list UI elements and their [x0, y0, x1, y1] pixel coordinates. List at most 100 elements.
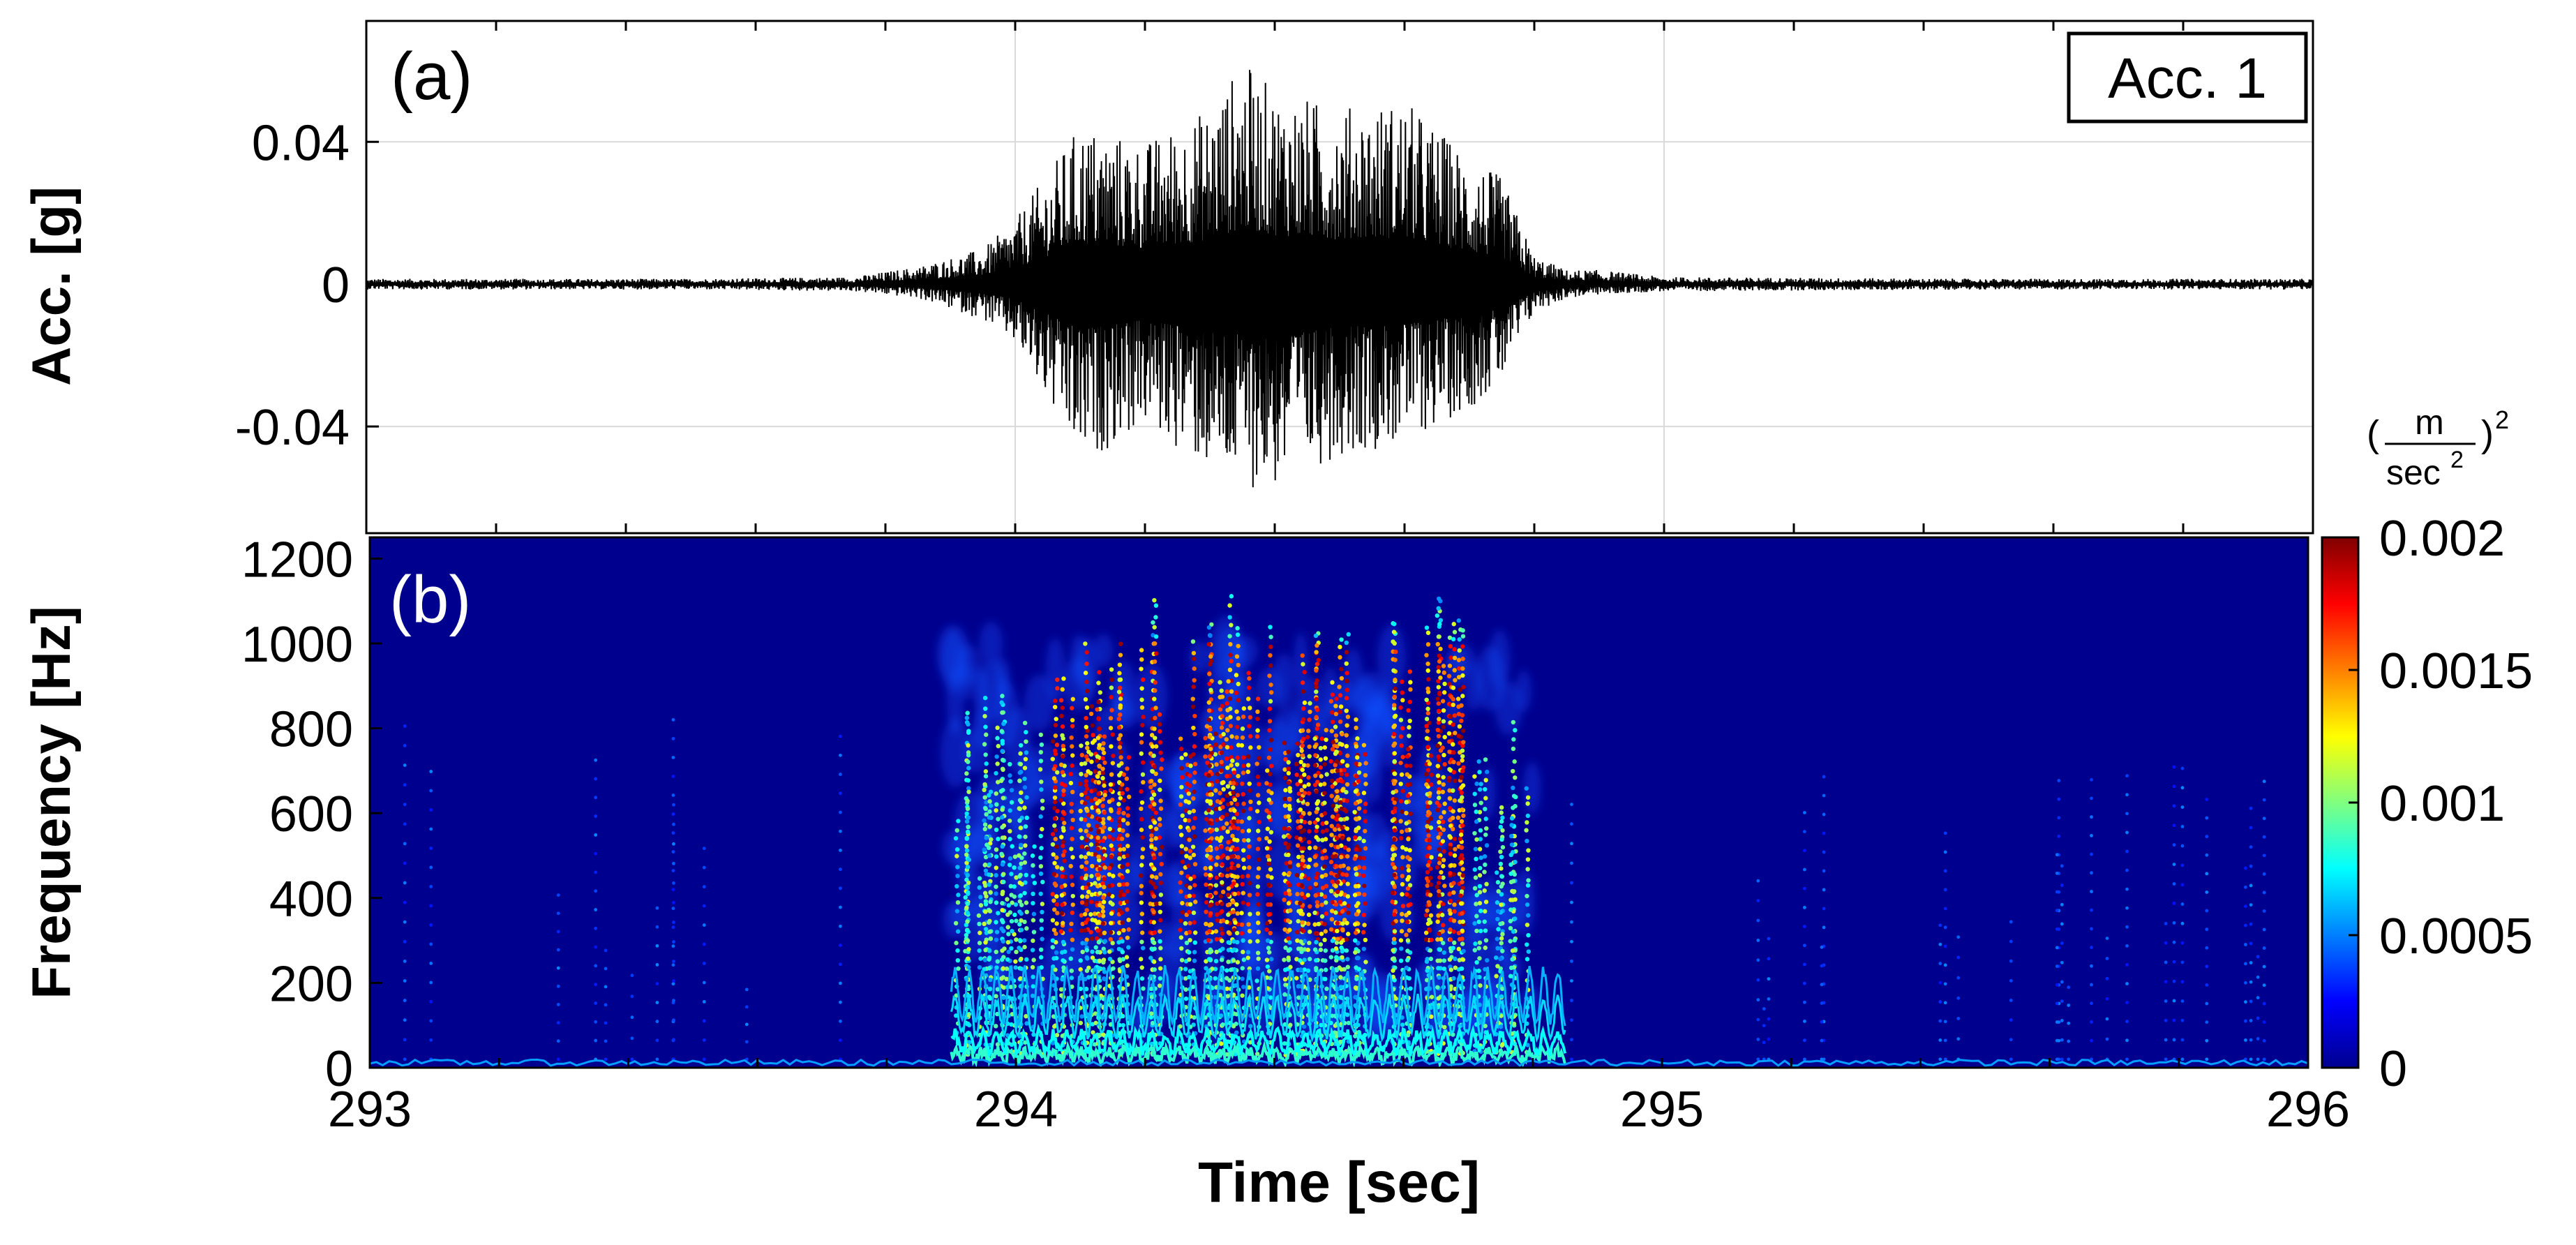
spectrogram-energy-point	[1014, 937, 1019, 942]
spectrogram-energy-point	[1118, 969, 1123, 974]
spectrogram-energy-point	[1441, 782, 1446, 787]
spectrogram-energy-point	[1215, 799, 1220, 804]
spectrogram-energy-point	[1116, 802, 1121, 807]
spectrogram-energy-point	[1040, 826, 1044, 832]
spectrogram-energy-point	[1399, 743, 1404, 748]
spectrogram-energy-point	[1000, 807, 1005, 812]
spectrogram-energy-point	[1248, 799, 1253, 805]
spectrogram-energy-point	[1214, 949, 1219, 955]
spectrogram-energy-point	[1399, 829, 1405, 834]
spectrogram-energy-point	[1398, 717, 1404, 722]
spectrogram-energy-point	[1213, 890, 1218, 895]
spectrogram-faint-point	[2205, 927, 2209, 932]
spectrogram-energy-point	[1324, 820, 1329, 826]
spectrogram-energy-point	[1178, 824, 1183, 830]
spectrogram-glow-blob	[1189, 641, 1211, 673]
spectrogram-energy-point	[1030, 853, 1035, 858]
spectrogram-energy-point	[955, 957, 961, 963]
spectrogram-energy-point	[1298, 824, 1303, 830]
spectrogram-energy-point	[1059, 835, 1064, 840]
spectrogram-faint-point	[1943, 869, 1947, 873]
spectrogram-energy-point	[1069, 921, 1074, 927]
spectrogram-faint-point	[403, 763, 407, 767]
spectrogram-energy-point	[1086, 975, 1091, 980]
spectrogram-energy-point	[1229, 755, 1234, 760]
spectrogram-energy-point	[1308, 709, 1312, 715]
spectrogram-energy-point	[1183, 752, 1188, 757]
spectrogram-energy-point	[1318, 765, 1323, 770]
spectrogram-energy-point	[1141, 986, 1146, 991]
spectrogram-energy-point	[1139, 751, 1144, 756]
spectrogram-energy-point	[1055, 911, 1060, 916]
spectrogram-energy-point	[1344, 789, 1349, 795]
spectrogram-faint-point	[2164, 980, 2168, 984]
spectrogram-energy-point	[1187, 893, 1192, 899]
spectrogram-energy-point	[1315, 824, 1319, 830]
spectrogram-energy-point	[1451, 826, 1455, 832]
spectrogram-faint-point	[2090, 1038, 2093, 1043]
spectrogram-energy-point	[1153, 885, 1158, 890]
spectrogram-energy-point	[1307, 717, 1312, 722]
spectrogram-energy-point	[1190, 696, 1195, 701]
spectrogram-energy-point	[1424, 724, 1429, 729]
spectrogram-energy-point	[1483, 807, 1488, 812]
spectrogram-energy-point	[1215, 912, 1220, 917]
spectrogram-energy-point	[1001, 872, 1006, 877]
spectrogram-energy-point	[1085, 728, 1090, 733]
spectrogram-energy-point	[1084, 705, 1090, 710]
spectrogram-energy-point	[1054, 743, 1060, 747]
spectrogram-energy-point	[1052, 860, 1057, 865]
spectrogram-energy-point	[1207, 840, 1213, 844]
spectrogram-energy-point	[1101, 1032, 1106, 1037]
spectrogram-energy-point	[1476, 759, 1481, 764]
spectrogram-energy-point	[994, 865, 998, 870]
spectrogram-energy-point	[1110, 894, 1115, 899]
spectrogram-energy-point	[1083, 927, 1088, 933]
spectrogram-energy-point	[1090, 949, 1095, 954]
spectrogram-energy-point	[1008, 761, 1012, 767]
spectrogram-energy-point	[1088, 711, 1094, 717]
spectrogram-faint-point	[594, 945, 598, 949]
spectrogram-energy-point	[1118, 796, 1123, 800]
spectrogram-energy-point	[1139, 666, 1144, 671]
spectrogram-energy-point	[1018, 893, 1024, 898]
spectrogram-energy-point	[1192, 656, 1197, 662]
spectrogram-energy-point	[1083, 941, 1088, 946]
spectrogram-energy-point	[1513, 859, 1518, 865]
spectrogram-energy-point	[1282, 740, 1287, 745]
spectrogram-energy-point	[1296, 854, 1301, 860]
spectrogram-energy-point	[1017, 806, 1021, 811]
spectrogram-energy-point	[1008, 773, 1012, 778]
spectrogram-energy-point	[1093, 788, 1098, 793]
spectrogram-energy-point	[1001, 796, 1005, 800]
spectrogram-energy-point	[1405, 886, 1411, 891]
spectrogram-energy-point	[1236, 855, 1241, 860]
spectrogram-energy-point	[1084, 650, 1089, 655]
spectrogram-energy-point	[1060, 902, 1065, 907]
spectrogram-energy-point	[1338, 900, 1343, 904]
spectrogram-energy-point	[1024, 750, 1029, 755]
spectrogram-energy-point	[1038, 871, 1044, 877]
spectrogram-energy-point	[1192, 761, 1198, 766]
spectrogram-energy-point	[1149, 844, 1154, 849]
spectrogram-energy-point	[1213, 994, 1218, 1000]
spectrogram-energy-point	[954, 828, 959, 833]
spectrogram-energy-point	[1053, 828, 1058, 833]
spectrogram-faint-point	[1767, 1017, 1771, 1021]
spectrogram-energy-point	[1139, 705, 1145, 710]
spectrogram-energy-point	[1459, 775, 1464, 780]
spectrogram-glow-blob	[1075, 636, 1099, 697]
spectrogram-energy-point	[1496, 889, 1501, 894]
spectrogram-energy-point	[1484, 881, 1489, 887]
spectrogram-faint-point	[1943, 1020, 1947, 1024]
spectrogram-energy-point	[1257, 782, 1261, 786]
spectrogram-faint-point	[655, 1038, 659, 1043]
spectrogram-energy-point	[1268, 976, 1273, 981]
spectrogram-faint-point	[403, 861, 407, 865]
spectrogram-energy-point	[1437, 893, 1441, 898]
spectrogram-energy-point	[1031, 911, 1037, 916]
spectrogram-energy-point	[1236, 743, 1241, 747]
spectrogram-energy-point	[1153, 771, 1158, 777]
spectrogram-energy-point	[1061, 743, 1065, 749]
spectrogram-energy-point	[1220, 814, 1225, 819]
